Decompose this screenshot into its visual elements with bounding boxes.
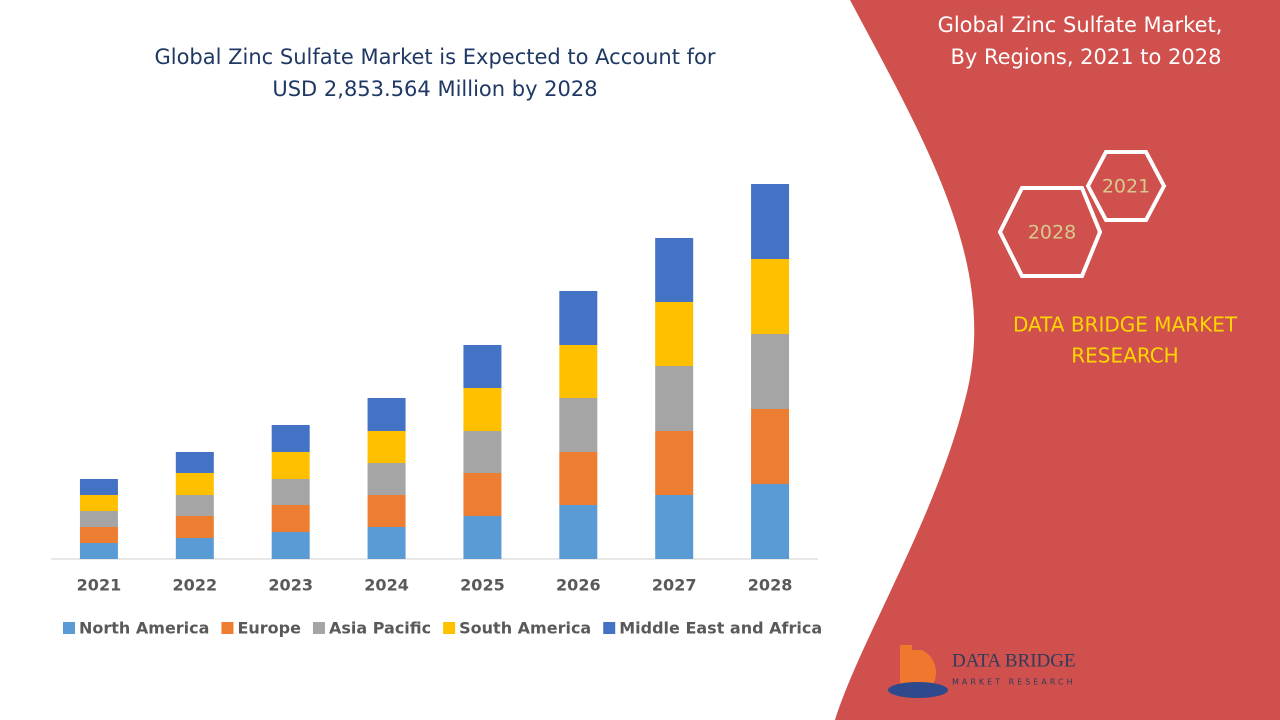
bar-segment <box>367 463 406 495</box>
x-tick-label: 2028 <box>748 576 793 595</box>
bar-segment <box>463 431 502 473</box>
bar-segment <box>175 452 214 473</box>
bar-segment <box>559 398 598 452</box>
x-tick-label: 2022 <box>173 576 218 595</box>
bar-segment <box>271 452 310 479</box>
panel-title: Global Zinc Sulfate Market, <box>938 13 1223 37</box>
bar-segment <box>751 259 790 334</box>
x-tick-label: 2021 <box>77 576 122 595</box>
x-tick-label: 2027 <box>652 576 697 595</box>
logo: DATA BRIDGE MARKET RESEARCH <box>888 645 1076 698</box>
bar-segment <box>655 302 694 366</box>
bar-segment <box>655 238 694 302</box>
brand-text: RESEARCH <box>1071 344 1178 368</box>
logo-mark <box>888 682 948 698</box>
legend-label: Europe <box>237 619 301 638</box>
bar-segment <box>751 409 790 484</box>
legend-label: Middle East and Africa <box>619 619 822 638</box>
hexagon <box>1085 150 1167 222</box>
legend-swatch <box>63 622 75 634</box>
bar-segment <box>271 532 310 559</box>
legend-swatch <box>603 622 616 634</box>
side-panel <box>835 0 1280 720</box>
legend-swatch <box>312 622 325 634</box>
bar-segment <box>79 511 118 527</box>
bar-segment <box>655 366 694 431</box>
x-tick-label: 2026 <box>556 576 601 595</box>
bar-segment <box>175 495 214 516</box>
bar-segment <box>559 291 598 345</box>
logo-name: DATA BRIDGE <box>952 650 1076 671</box>
bar-segment <box>79 527 118 543</box>
x-tick-label: 2024 <box>364 576 409 595</box>
bar-segment <box>79 543 118 559</box>
bar-segment <box>175 473 214 495</box>
bar-segment <box>751 484 790 559</box>
x-tick-label: 2025 <box>460 576 505 595</box>
bar-segment <box>271 425 310 452</box>
bar-segment <box>751 184 790 259</box>
bar-segment <box>751 334 790 409</box>
bar-segment <box>175 516 214 538</box>
bar-segment <box>79 479 118 495</box>
brand-text: DATA BRIDGE MARKET <box>1013 313 1238 337</box>
bar-segment <box>463 516 502 559</box>
bar-segment <box>463 473 502 516</box>
hexagon <box>997 186 1103 278</box>
legend-swatch <box>443 622 456 634</box>
bar-segment <box>463 388 502 431</box>
hexagon-label: 2028 <box>1028 222 1076 244</box>
legend-label: South America <box>459 619 591 638</box>
legend-swatch <box>221 622 234 634</box>
chart-title: USD 2,853.564 Million by 2028 <box>272 77 597 101</box>
bar-segment <box>655 431 694 495</box>
bar-segment <box>559 452 598 505</box>
legend-label: North America <box>79 619 209 638</box>
bar-segment <box>271 505 310 532</box>
bar-segment <box>271 479 310 505</box>
panel-title: By Regions, 2021 to 2028 <box>950 45 1221 69</box>
bar-segment <box>463 345 502 388</box>
bar-segment <box>367 495 406 527</box>
bar-segment <box>175 538 214 559</box>
bar-segment <box>367 431 406 463</box>
chart-title: Global Zinc Sulfate Market is Expected t… <box>154 45 715 69</box>
bar-segment <box>367 398 406 431</box>
bar-segment <box>79 495 118 511</box>
bar-segment <box>559 345 598 398</box>
hexagon-label: 2021 <box>1102 176 1150 198</box>
x-tick-label: 2023 <box>268 576 313 595</box>
bar-segment <box>559 505 598 559</box>
bar-segment <box>367 527 406 559</box>
logo-tagline: MARKET RESEARCH <box>952 678 1076 687</box>
bar-segment <box>655 495 694 559</box>
legend-label: Asia Pacific <box>329 619 431 638</box>
